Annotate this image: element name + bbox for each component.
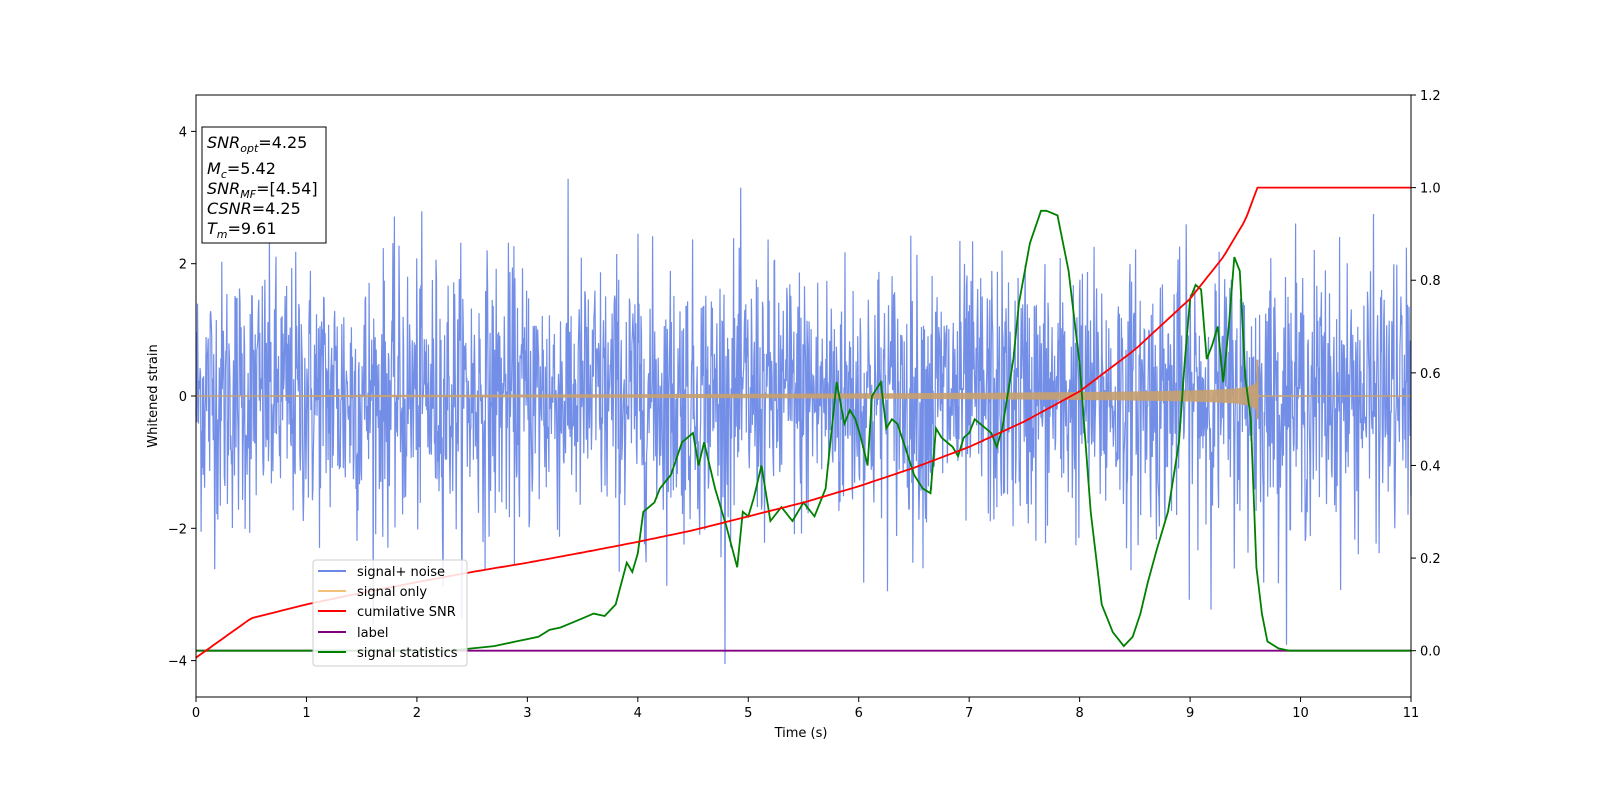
legend-entry-label: label xyxy=(318,626,388,641)
info-tm: Tm=9.61 xyxy=(207,219,277,241)
x-tick-label: 3 xyxy=(523,706,531,721)
x-tick-label: 4 xyxy=(634,706,642,721)
y-axis-left-label: Whitened strain xyxy=(146,344,161,447)
y-left-tick-label: 2 xyxy=(179,258,187,273)
x-tick-label: 2 xyxy=(413,706,421,721)
legend-entry-signal-plus-noise: signal+ noise xyxy=(318,565,445,580)
x-axis-label: Time (s) xyxy=(774,726,828,741)
x-axis: 0 1 2 3 4 5 6 7 8 9 10 11 xyxy=(192,697,1419,721)
signal-statistics-line xyxy=(196,209,1411,652)
legend-label-signal-plus-noise: signal+ noise xyxy=(357,565,445,580)
x-tick-label: 9 xyxy=(1186,706,1194,721)
signal-plus-noise-line xyxy=(195,178,1412,665)
y-left-tick-label: 0 xyxy=(179,390,187,405)
y-left-tick-label: 4 xyxy=(179,125,187,140)
y-axis-left: −4 −2 0 2 4 xyxy=(168,125,196,670)
x-tick-label: 10 xyxy=(1292,706,1309,721)
info-snr-mf: SNRMF=[4.54] xyxy=(207,179,318,201)
x-tick-label: 6 xyxy=(855,706,863,721)
y-right-tick-label: 1.2 xyxy=(1420,89,1441,104)
signal-only-series xyxy=(196,359,1411,420)
x-tick-label: 0 xyxy=(192,706,200,721)
info-box-frame xyxy=(201,126,327,244)
y-left-tick-label: −2 xyxy=(168,522,187,537)
legend-entry-signal-statistics: signal statistics xyxy=(318,646,458,661)
y-axis-right: 0.0 0.2 0.4 0.6 0.8 1.0 1.2 xyxy=(1411,89,1441,660)
legend-label-signal-only: signal only xyxy=(357,585,427,600)
legend-entry-signal-only: signal only xyxy=(318,585,427,600)
x-tick-label: 7 xyxy=(965,706,973,721)
legend-entry-cumulative-snr: cumilative SNR xyxy=(318,605,456,620)
x-tick-label: 8 xyxy=(1075,706,1083,721)
y-right-tick-label: 1.0 xyxy=(1420,182,1441,197)
legend: signal+ noise signal only cumilative SNR… xyxy=(312,559,468,667)
legend-frame xyxy=(312,559,468,667)
x-tick-label: 11 xyxy=(1403,706,1420,721)
x-tick-label: 1 xyxy=(302,706,310,721)
signal-only-envelope xyxy=(196,382,1411,410)
y-right-tick-label: 0.8 xyxy=(1420,274,1441,289)
y-right-tick-label: 0.0 xyxy=(1420,645,1441,660)
x-tick-label: 5 xyxy=(744,706,752,721)
legend-label-cumulative-snr: cumilative SNR xyxy=(357,605,456,620)
info-box: SNRopt=4.25 Mc=5.42 SNRMF=[4.54] CSNR=4.… xyxy=(201,126,327,244)
y-right-tick-label: 0.6 xyxy=(1420,367,1441,382)
y-left-tick-label: −4 xyxy=(168,655,187,670)
legend-label-label: label xyxy=(357,626,388,641)
legend-label-signal-statistics: signal statistics xyxy=(357,646,458,661)
info-snr-opt: SNRopt=4.25 xyxy=(207,133,307,155)
y-right-tick-label: 0.4 xyxy=(1420,459,1441,474)
y-right-tick-label: 0.2 xyxy=(1420,552,1441,567)
info-csnr: CSNR=4.25 xyxy=(207,199,301,218)
signal-plus-noise-series xyxy=(195,178,1412,665)
info-mc: Mc=5.42 xyxy=(207,159,276,181)
